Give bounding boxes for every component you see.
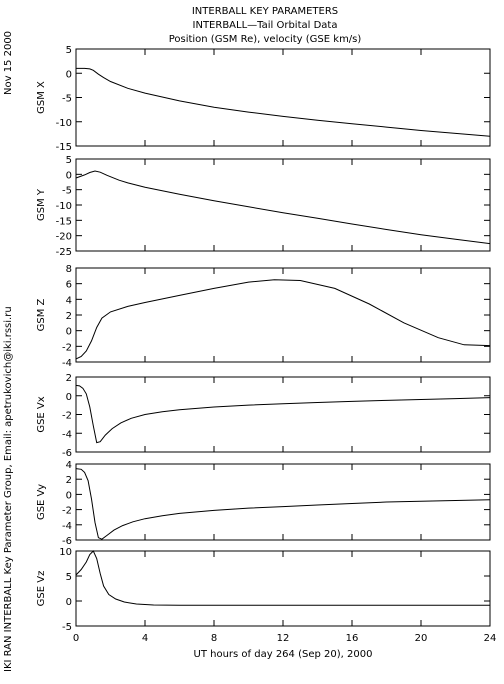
- panel-frame: [75, 376, 491, 453]
- side-date-label: Nov 15 2000: [3, 31, 14, 95]
- y-tick-label: -10: [56, 201, 72, 212]
- chart-title-line-1: INTERBALL KEY PARAMETERS: [192, 6, 338, 17]
- panel-1: 5 0 -5 -10 -15 GSM X: [36, 45, 491, 153]
- y-tick-label: -4: [62, 429, 72, 440]
- y-tick-label: 2: [66, 373, 72, 384]
- y-tick-label: 5: [66, 155, 72, 166]
- x-tick-label: 24: [484, 633, 497, 644]
- y-tick-label: 0: [66, 490, 72, 501]
- y-tick-label: -6: [62, 448, 72, 459]
- y-tick-label: -4: [62, 521, 72, 532]
- panel-4: 2 0 -2 -4 -6 GSE Vx: [36, 373, 491, 459]
- y-tick-label: 0: [66, 392, 72, 403]
- panel-frame: [75, 463, 491, 541]
- chart-title-line-2: INTERBALL—Tail Orbital Data: [193, 20, 338, 31]
- y-axis-label: GSE Vz: [36, 571, 47, 607]
- y-axis-label: GSE Vx: [36, 396, 47, 432]
- y-tick-label: -5: [62, 186, 72, 197]
- x-tick-label: 0: [73, 633, 79, 644]
- y-tick-label: 6: [66, 280, 72, 291]
- y-tick-label: 0: [66, 597, 72, 608]
- panel-3: 8 6 4 2 0 -2 -4 GSM Z: [36, 264, 491, 369]
- x-tick-label: 20: [415, 633, 428, 644]
- x-tick-label: 8: [211, 633, 217, 644]
- x-axis-label: UT hours of day 264 (Sep 20), 2000: [194, 649, 373, 660]
- y-tick-label: -20: [56, 232, 72, 243]
- side-credit-label: IKI RAN INTERBALL Key Parameter Group, E…: [3, 306, 14, 672]
- y-tick-label: -4: [62, 358, 72, 369]
- y-tick-label: -2: [62, 342, 72, 353]
- y-axis-label: GSE Vy: [36, 484, 47, 520]
- y-tick-label: 2: [66, 311, 72, 322]
- y-axis-label: GSM X: [36, 81, 47, 114]
- y-tick-label: 10: [59, 547, 72, 558]
- y-tick-label: -5: [62, 622, 72, 633]
- y-tick-label: 4: [66, 295, 72, 306]
- x-axis: 0 4 8 12 16 20 24: [73, 633, 497, 644]
- panel-frame: [75, 158, 491, 252]
- series-line: [76, 67, 491, 137]
- y-axis-label: GSM Y: [36, 188, 47, 221]
- y-tick-label: 8: [66, 264, 72, 275]
- panel-frame: [75, 267, 491, 363]
- y-tick-label: 4: [66, 460, 72, 471]
- series-line: [75, 170, 491, 245]
- y-tick-label: -2: [62, 411, 72, 422]
- y-tick-label: 5: [66, 572, 72, 583]
- series-line: [75, 279, 491, 360]
- y-tick-label: 2: [66, 475, 72, 486]
- y-tick-label: 0: [66, 327, 72, 338]
- chart-title-line-3: Position (GSM Re), velocity (GSE km/s): [169, 34, 362, 45]
- y-tick-label: 0: [66, 170, 72, 181]
- x-tick-label: 12: [277, 633, 290, 644]
- y-tick-label: 5: [66, 45, 72, 56]
- y-axis-label: GSM Z: [36, 298, 47, 331]
- x-tick-label: 16: [346, 633, 359, 644]
- y-tick-label: -25: [56, 247, 72, 258]
- y-tick-label: -5: [62, 94, 72, 105]
- y-tick-label: -15: [56, 142, 72, 153]
- x-tick-label: 4: [142, 633, 148, 644]
- panel-6: 10 5 0 -5 GSE Vz: [36, 547, 491, 633]
- panel-frame: [75, 550, 491, 627]
- y-tick-label: -10: [56, 118, 72, 129]
- panel-2: 5 0 -5 -10 -15 -20 -25 GSM Y: [36, 155, 491, 258]
- series-line: [75, 468, 491, 540]
- series-line: [75, 550, 490, 606]
- y-tick-label: 0: [66, 69, 72, 80]
- panel-5: 4 2 0 -2 -4 -6 GSE Vy: [36, 460, 491, 547]
- y-tick-label: -2: [62, 506, 72, 517]
- y-tick-label: -6: [62, 536, 72, 547]
- series-line: [75, 384, 491, 444]
- y-tick-label: -15: [56, 216, 72, 227]
